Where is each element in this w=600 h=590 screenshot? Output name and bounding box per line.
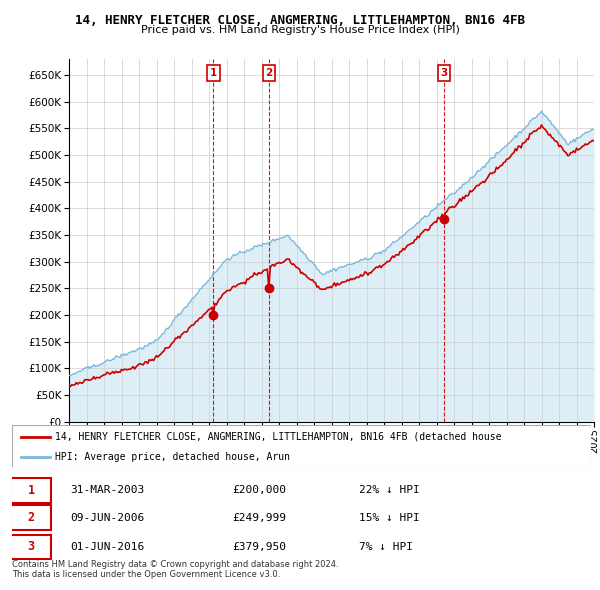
Text: 3: 3 [28, 540, 35, 553]
FancyBboxPatch shape [11, 478, 52, 503]
Text: 2: 2 [28, 511, 35, 525]
Text: 1: 1 [210, 68, 217, 78]
Text: £379,950: £379,950 [232, 542, 286, 552]
Text: 14, HENRY FLETCHER CLOSE, ANGMERING, LITTLEHAMPTON, BN16 4FB (detached house: 14, HENRY FLETCHER CLOSE, ANGMERING, LIT… [55, 432, 502, 442]
Text: This data is licensed under the Open Government Licence v3.0.: This data is licensed under the Open Gov… [12, 571, 280, 579]
Text: 3: 3 [440, 68, 448, 78]
Text: 1: 1 [28, 484, 35, 497]
Text: HPI: Average price, detached house, Arun: HPI: Average price, detached house, Arun [55, 452, 290, 461]
FancyBboxPatch shape [11, 535, 52, 559]
Text: £200,000: £200,000 [232, 486, 286, 495]
Text: 22% ↓ HPI: 22% ↓ HPI [359, 486, 420, 495]
Text: Price paid vs. HM Land Registry's House Price Index (HPI): Price paid vs. HM Land Registry's House … [140, 25, 460, 35]
Text: 2: 2 [266, 68, 273, 78]
Text: £249,999: £249,999 [232, 513, 286, 523]
FancyBboxPatch shape [11, 506, 52, 530]
Text: 14, HENRY FLETCHER CLOSE, ANGMERING, LITTLEHAMPTON, BN16 4FB: 14, HENRY FLETCHER CLOSE, ANGMERING, LIT… [75, 14, 525, 27]
Text: 31-MAR-2003: 31-MAR-2003 [70, 486, 144, 495]
Text: 01-JUN-2016: 01-JUN-2016 [70, 542, 144, 552]
Text: 7% ↓ HPI: 7% ↓ HPI [359, 542, 413, 552]
Text: 09-JUN-2006: 09-JUN-2006 [70, 513, 144, 523]
Text: 15% ↓ HPI: 15% ↓ HPI [359, 513, 420, 523]
Text: Contains HM Land Registry data © Crown copyright and database right 2024.: Contains HM Land Registry data © Crown c… [12, 560, 338, 569]
